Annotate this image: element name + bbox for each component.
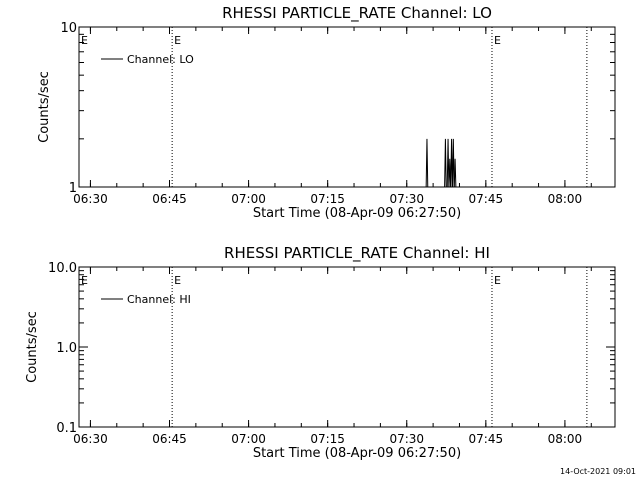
chart-title: RHESSI PARTICLE_RATE Channel: LO [222, 4, 492, 23]
chart-panel-2: RHESSI PARTICLE_RATE Channel: HI 06:30 06:… [25, 244, 616, 461]
y-axis-label: Counts/sec [37, 71, 52, 143]
x-tick-label: 07:00 [231, 192, 266, 206]
legend-entry: Channel: HI [127, 293, 191, 306]
x-axis-label: Start Time (08-Apr-09 06:27:50) [253, 446, 461, 461]
y-tick-label: 10 [60, 21, 77, 36]
legend-entry: Channel: LO [127, 53, 194, 66]
plot-frame [78, 26, 616, 188]
data-spike [452, 138, 455, 188]
x-axis-label: Start Time (08-Apr-09 06:27:50) [253, 206, 461, 221]
x-tick-label: 07:00 [231, 432, 266, 446]
event-marker-label: E [174, 34, 181, 47]
y-tick-label: 1.0 [56, 341, 77, 356]
x-tick-label: 06:30 [73, 432, 108, 446]
event-marker-label: E [494, 274, 501, 287]
plot-frame [78, 266, 616, 428]
x-tick-label: 06:30 [73, 192, 108, 206]
event-marker-label: E [81, 274, 88, 287]
chart-panel-1: RHESSI PARTICLE_RATE Channel: LO 06:30 06:… [37, 4, 616, 221]
x-tick-label: 06:45 [152, 432, 187, 446]
x-tick-label: 07:15 [310, 432, 345, 446]
data-spike [450, 138, 453, 188]
data-spike [446, 138, 450, 188]
x-tick-label: 07:45 [469, 192, 504, 206]
event-marker-label: E [494, 34, 501, 47]
x-tick-label: 08:00 [548, 432, 583, 446]
data-spike [444, 138, 447, 188]
footer-timestamp: 14-Oct-2021 09:01 [560, 467, 636, 476]
y-tick-label: 0.1 [56, 421, 77, 436]
chart-title: RHESSI PARTICLE_RATE Channel: HI [224, 244, 490, 263]
x-tick-label: 07:45 [469, 432, 504, 446]
x-tick-label: 08:00 [548, 192, 583, 206]
x-tick-label: 07:30 [389, 192, 424, 206]
event-marker-label: E [81, 34, 88, 47]
x-tick-label: 06:45 [152, 192, 187, 206]
data-spike [453, 158, 457, 188]
data-spike [425, 138, 429, 188]
y-tick-label: 10.0 [48, 261, 77, 276]
y-axis-label: Counts/sec [25, 311, 40, 383]
data-spike [448, 158, 452, 188]
y-tick-label: 1 [69, 181, 77, 196]
x-tick-label: 07:30 [389, 432, 424, 446]
x-tick-label: 07:15 [310, 192, 345, 206]
event-marker-label: E [174, 274, 181, 287]
